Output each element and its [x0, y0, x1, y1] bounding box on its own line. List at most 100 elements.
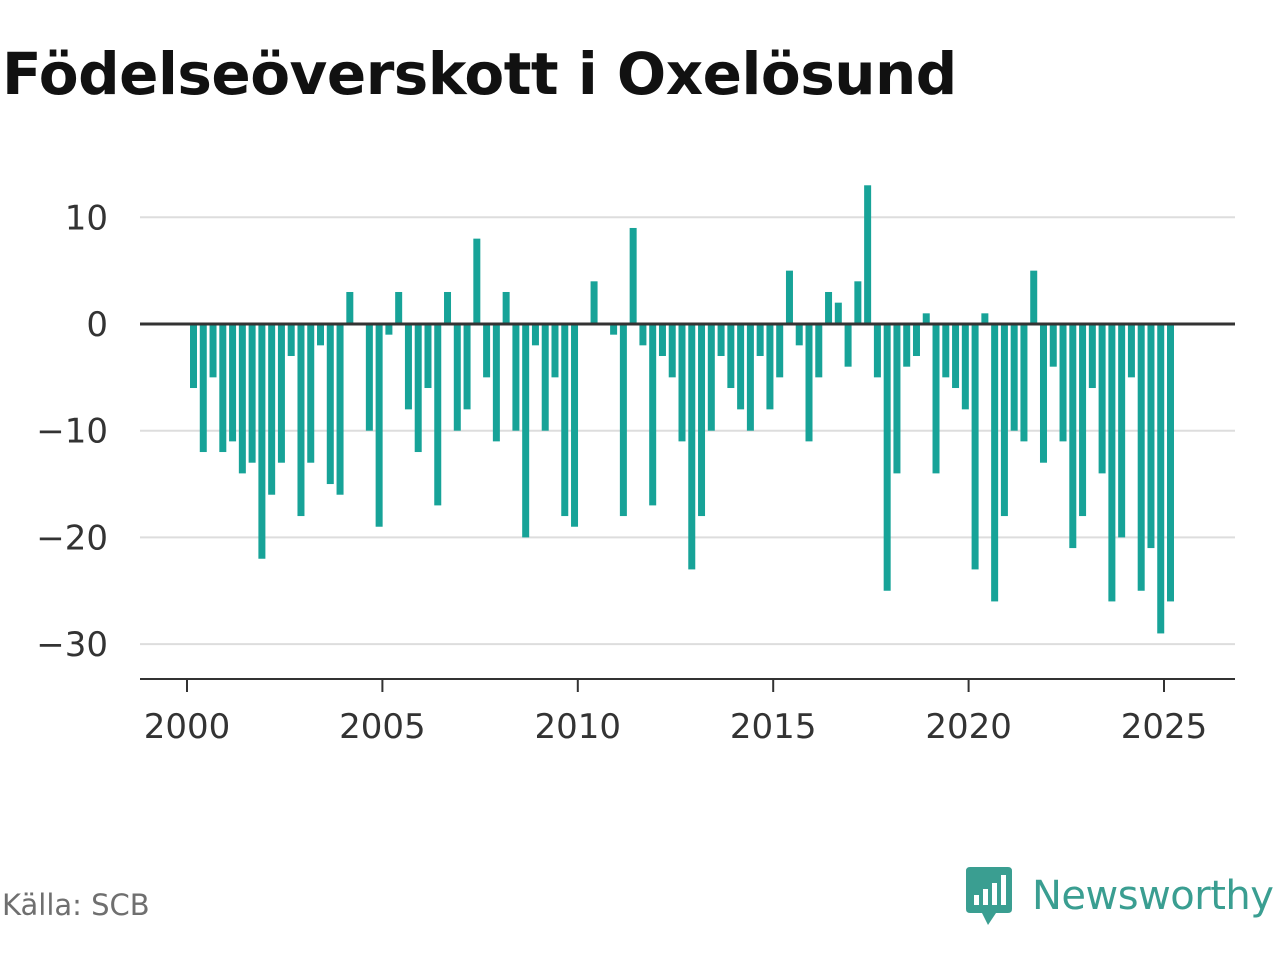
y-tick-label: 0: [86, 305, 108, 345]
bar: [746, 324, 754, 431]
bar: [649, 324, 657, 506]
bar: [1049, 324, 1057, 367]
bar: [346, 291, 354, 324]
bar: [199, 324, 207, 453]
gridlines: [140, 216, 1235, 646]
x-tick-label: 2000: [144, 707, 231, 747]
chart-title: Födelseöverskott i Oxelösund: [2, 40, 957, 108]
bar: [1137, 324, 1145, 591]
bar: [336, 324, 344, 495]
bar: [512, 324, 520, 431]
bar: [1010, 324, 1018, 431]
bar: [326, 324, 334, 485]
bar: [795, 324, 803, 346]
bar: [942, 324, 950, 378]
bar: [590, 281, 598, 324]
bar: [834, 302, 842, 324]
bar: [444, 291, 452, 324]
bar: [756, 324, 764, 357]
bar: [952, 324, 960, 389]
bar: [1167, 324, 1174, 602]
bar: [678, 324, 686, 442]
bar: [209, 324, 217, 378]
bar: [219, 324, 227, 453]
bar: [1098, 324, 1106, 474]
bar: [190, 324, 197, 389]
bar: [365, 324, 373, 431]
bar: [531, 324, 539, 346]
bar: [229, 324, 237, 442]
bar: [961, 324, 969, 410]
bar: [1039, 324, 1047, 463]
bar: [698, 324, 706, 517]
y-tick-label: −30: [36, 625, 108, 665]
bar: [434, 324, 442, 506]
bar: [668, 324, 676, 378]
bar: [727, 324, 735, 389]
bar: [375, 324, 383, 527]
bar: [844, 324, 852, 367]
bar: [297, 324, 305, 517]
bar: [991, 324, 999, 602]
bar: [854, 281, 862, 324]
bar: [317, 324, 325, 346]
bar: [492, 324, 500, 442]
bar: [971, 324, 979, 570]
bar: [277, 324, 285, 463]
bar: [688, 324, 696, 570]
bar: [776, 324, 784, 378]
bar: [912, 324, 920, 357]
bar: [258, 324, 266, 559]
bar: [307, 324, 315, 463]
brand-name: Newsworthy: [1032, 873, 1274, 919]
bar: [483, 324, 491, 378]
axes: 10 0 −10 −20 −30 2000 2005 2010 2015 2020 2025: [36, 198, 1235, 747]
bar: [522, 324, 530, 538]
x-tick-label: 2025: [1121, 707, 1208, 747]
bar: [473, 238, 481, 324]
bar: [1157, 324, 1165, 634]
source-note: Källa: SCB: [2, 888, 150, 922]
bar: [1108, 324, 1116, 602]
bar: [404, 324, 412, 410]
bar: [463, 324, 471, 410]
bar: [571, 324, 579, 527]
x-tick-label: 2005: [339, 707, 426, 747]
brand: Newsworthy: [964, 864, 1274, 928]
bar: [737, 324, 745, 410]
bar: [1059, 324, 1067, 442]
bar: [639, 324, 647, 346]
bar: [1079, 324, 1087, 517]
bar: [1118, 324, 1126, 538]
bar: [1069, 324, 1077, 549]
bar: [414, 324, 422, 453]
x-tick-label: 2020: [925, 707, 1012, 747]
bar: [658, 324, 666, 357]
y-tick-label: 10: [65, 198, 108, 238]
bar: [717, 324, 725, 357]
bar: [629, 227, 637, 324]
y-tick-label: −20: [36, 518, 108, 558]
bar: [238, 324, 246, 474]
bar: [815, 324, 823, 378]
bar: [1147, 324, 1155, 549]
bar: [932, 324, 940, 474]
y-tick-label: −10: [36, 412, 108, 452]
bar: [453, 324, 461, 431]
bar: [1127, 324, 1135, 378]
bar: [903, 324, 911, 367]
bar: [707, 324, 715, 431]
bar: [785, 270, 793, 324]
newsworthy-logo-icon: [966, 867, 1012, 925]
bar: [864, 185, 872, 324]
bar: [287, 324, 295, 357]
bar: [1000, 324, 1008, 517]
bar: [424, 324, 432, 389]
bar: [395, 291, 403, 324]
bar: [873, 324, 881, 378]
bar: [610, 324, 618, 335]
bar: [248, 324, 256, 463]
bar: [922, 313, 930, 324]
bars: [190, 185, 1174, 634]
x-tick-label: 2015: [730, 707, 817, 747]
